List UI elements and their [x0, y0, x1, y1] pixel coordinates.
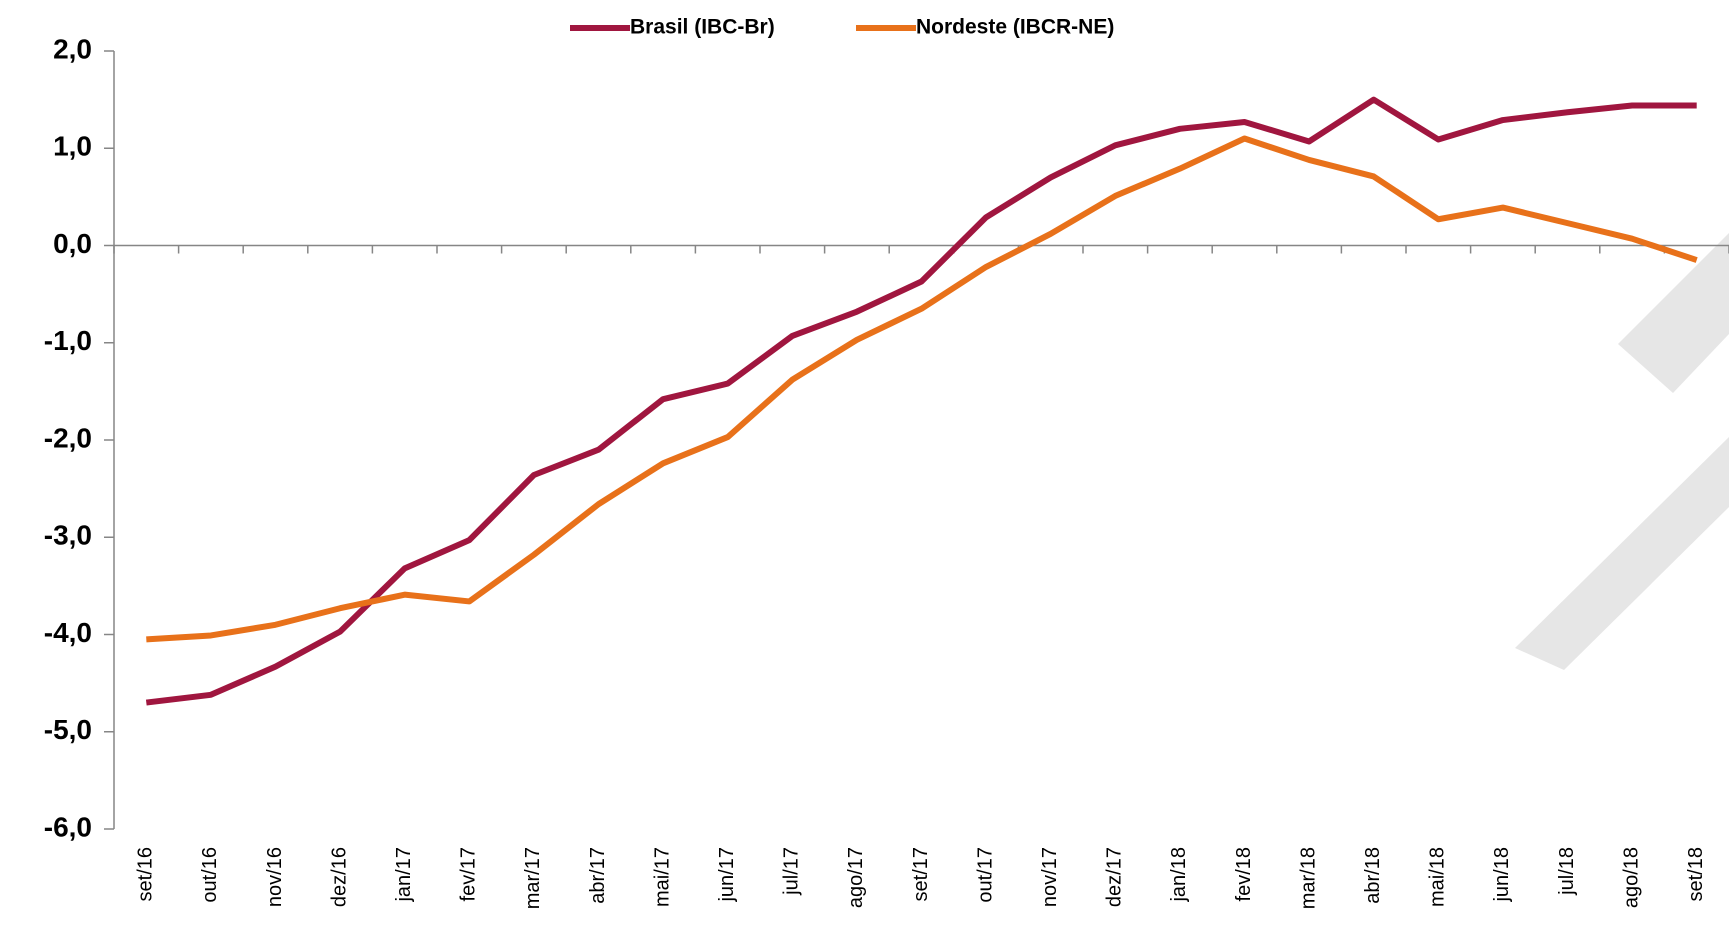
x-tick-label: ago/18 — [1620, 847, 1642, 908]
x-tick-label: jul/18 — [1556, 847, 1578, 896]
x-tick-label: mar/17 — [522, 847, 544, 909]
x-tick-label: mai/17 — [651, 847, 673, 907]
x-tick-label: nov/16 — [264, 847, 286, 907]
x-tick-label: out/16 — [199, 847, 221, 903]
x-tick-label: jan/18 — [1168, 847, 1190, 903]
y-tick-label: 1,0 — [53, 131, 92, 162]
y-tick-label: -6,0 — [44, 811, 92, 842]
x-tick-label: set/17 — [910, 847, 932, 901]
x-tick-label: jun/17 — [716, 847, 738, 903]
legend-label: Brasil (IBC-Br) — [630, 16, 775, 39]
y-tick-label: 0,0 — [53, 228, 92, 259]
x-tick-label: dez/16 — [328, 847, 350, 907]
y-tick-label: 2,0 — [53, 33, 92, 64]
y-tick-label: -1,0 — [44, 325, 92, 356]
x-tick-label: nov/17 — [1039, 847, 1061, 907]
x-tick-label: set/16 — [135, 847, 157, 901]
y-tick-label: -2,0 — [44, 422, 92, 453]
legend-label: Nordeste (IBCR-NE) — [916, 16, 1114, 39]
x-tick-label: fev/17 — [458, 847, 480, 901]
x-tick-label: set/18 — [1685, 847, 1707, 901]
x-tick-label: jan/17 — [393, 847, 415, 903]
x-tick-label: dez/17 — [1104, 847, 1126, 907]
y-tick-label: -3,0 — [44, 520, 92, 551]
y-tick-label: -4,0 — [44, 617, 92, 648]
x-tick-label: jun/18 — [1491, 847, 1513, 903]
x-tick-label: abr/18 — [1362, 847, 1384, 904]
x-tick-label: abr/17 — [587, 847, 609, 904]
y-tick-label: -5,0 — [44, 714, 92, 745]
x-tick-label: jul/17 — [781, 847, 803, 896]
x-tick-label: out/17 — [974, 847, 996, 903]
x-tick-label: fev/18 — [1233, 847, 1255, 901]
x-tick-label: mar/18 — [1297, 847, 1319, 909]
x-tick-label: mai/18 — [1427, 847, 1449, 907]
x-tick-label: ago/17 — [845, 847, 867, 908]
line-series — [146, 135, 1698, 643]
watermark — [1515, 233, 1729, 670]
line-series — [145, 96, 1697, 706]
